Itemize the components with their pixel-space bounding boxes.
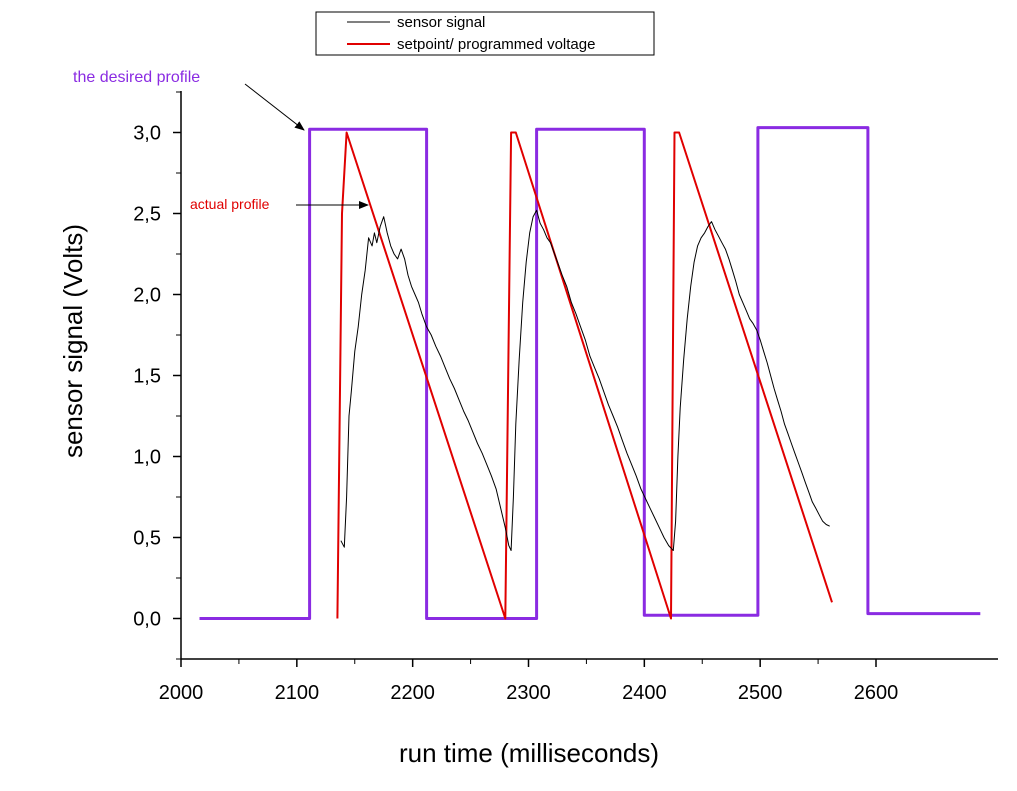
x-tick-label: 2200 bbox=[390, 682, 435, 704]
legend-box bbox=[315, 11, 655, 56]
y-tick-label: 2,0 bbox=[133, 285, 161, 307]
x-ticks: 2000 2100 2200 2300 2400 2500 2600 bbox=[159, 659, 899, 704]
y-tick-label: 0,0 bbox=[133, 609, 161, 631]
y-tick-label: 3,0 bbox=[133, 123, 161, 145]
x-tick-label: 2100 bbox=[275, 682, 320, 704]
y-tick-label: 1,0 bbox=[133, 447, 161, 469]
y-tick-label: 2,5 bbox=[133, 204, 161, 226]
x-axis-title: run time (milliseconds) bbox=[399, 738, 659, 768]
annotation-actual-profile-label: actual profile bbox=[190, 196, 270, 212]
plot-area: 2000 2100 2200 2300 2400 2500 2600 0,0 0,5 1,0 1,… bbox=[133, 91, 998, 704]
y-tick-label: 1,5 bbox=[133, 366, 161, 388]
legend-label-setpoint: setpoint/ programmed voltage bbox=[397, 36, 595, 53]
x-tick-label: 2000 bbox=[159, 682, 204, 704]
y-axis-title: sensor signal (Volts) bbox=[58, 224, 88, 458]
x-tick-label: 2400 bbox=[622, 682, 667, 704]
annotation-desired-profile: the desired profile bbox=[73, 69, 305, 131]
series-line-1 bbox=[336, 131, 833, 620]
x-tick-label: 2300 bbox=[506, 682, 551, 704]
annotation-actual-profile: actual profile bbox=[190, 196, 369, 212]
annotation-desired-profile-arrow bbox=[244, 83, 305, 131]
x-tick-label: 2600 bbox=[854, 682, 899, 704]
annotation-desired-profile-label: the desired profile bbox=[73, 69, 200, 86]
series-line-0 bbox=[199, 126, 981, 620]
legend-label-sensor: sensor signal bbox=[397, 14, 485, 31]
y-ticks: 0,0 0,5 1,0 1,5 2,0 2,5 3,0 bbox=[133, 91, 181, 660]
y-tick-label: 0,5 bbox=[133, 528, 161, 550]
series-group bbox=[199, 126, 981, 620]
legend: sensor signal setpoint/ programmed volta… bbox=[315, 11, 655, 56]
series-line-2 bbox=[340, 209, 830, 551]
x-tick-label: 2500 bbox=[738, 682, 783, 704]
